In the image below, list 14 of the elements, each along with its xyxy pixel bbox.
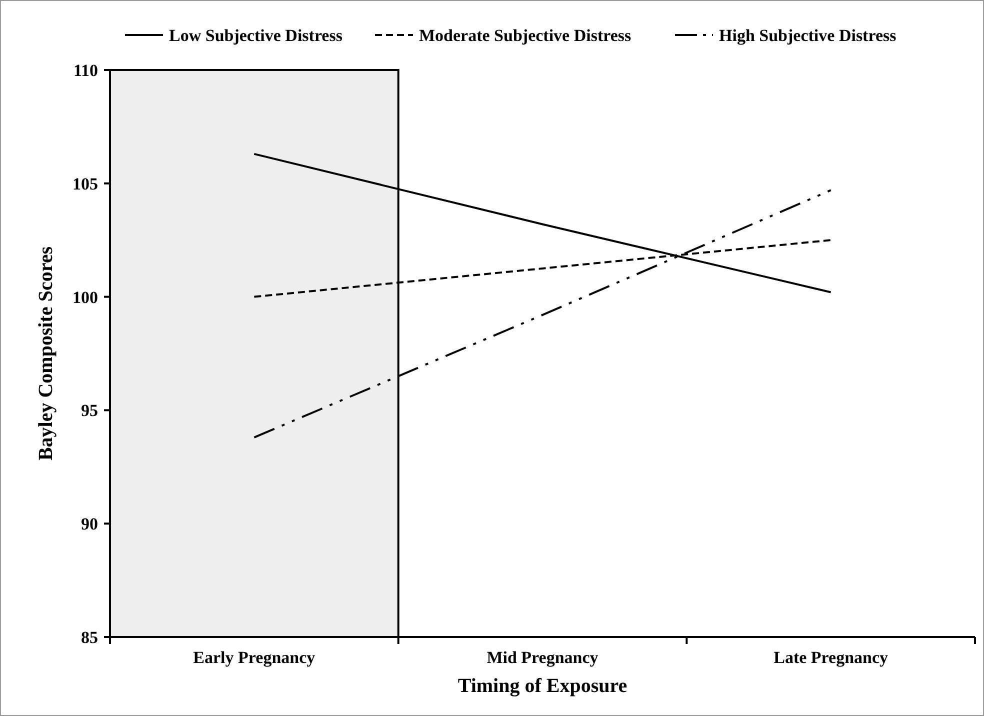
x-tick-label: Mid Pregnancy (486, 648, 599, 667)
x-tick-label: Early Pregnancy (193, 648, 316, 667)
y-tick-label: 85 (81, 628, 98, 647)
x-tick-label: Late Pregnancy (774, 648, 889, 667)
legend-label: Moderate Subjective Distress (419, 26, 632, 45)
y-tick-label: 105 (72, 174, 98, 194)
y-axis-title: Bayley Composite Scores (35, 246, 57, 461)
x-axis-title: Timing of Exposure (458, 675, 628, 697)
y-tick-label: 90 (81, 514, 98, 534)
legend-label: Low Subjective Distress (169, 26, 343, 45)
y-tick-label: 95 (81, 401, 98, 420)
legend-label: High Subjective Distress (719, 26, 897, 45)
y-tick-label: 110 (73, 60, 98, 80)
y-tick-label: 100 (72, 288, 98, 307)
